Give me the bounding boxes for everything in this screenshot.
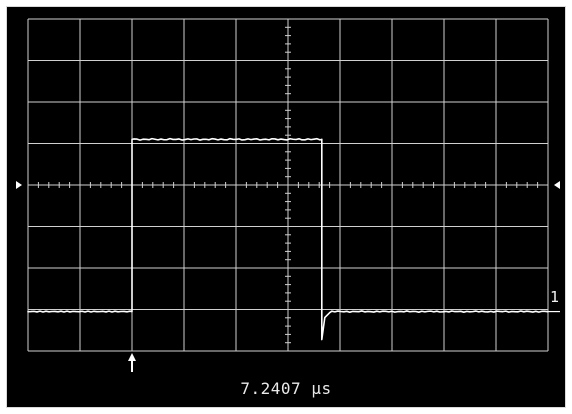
signal-waveform-line — [27, 137, 549, 341]
right-level-marker-icon — [554, 181, 560, 189]
screen-background — [6, 6, 566, 408]
left-level-marker-icon — [16, 181, 22, 189]
screen-markers — [16, 181, 560, 372]
graticule-grid — [27, 18, 549, 352]
signal-trace — [27, 137, 549, 341]
screen-border — [6, 6, 566, 408]
time-readout: 7.2407 µs — [240, 379, 332, 398]
channel-label: 1 — [550, 288, 560, 306]
trigger-marker-arrowhead-icon — [128, 353, 136, 361]
